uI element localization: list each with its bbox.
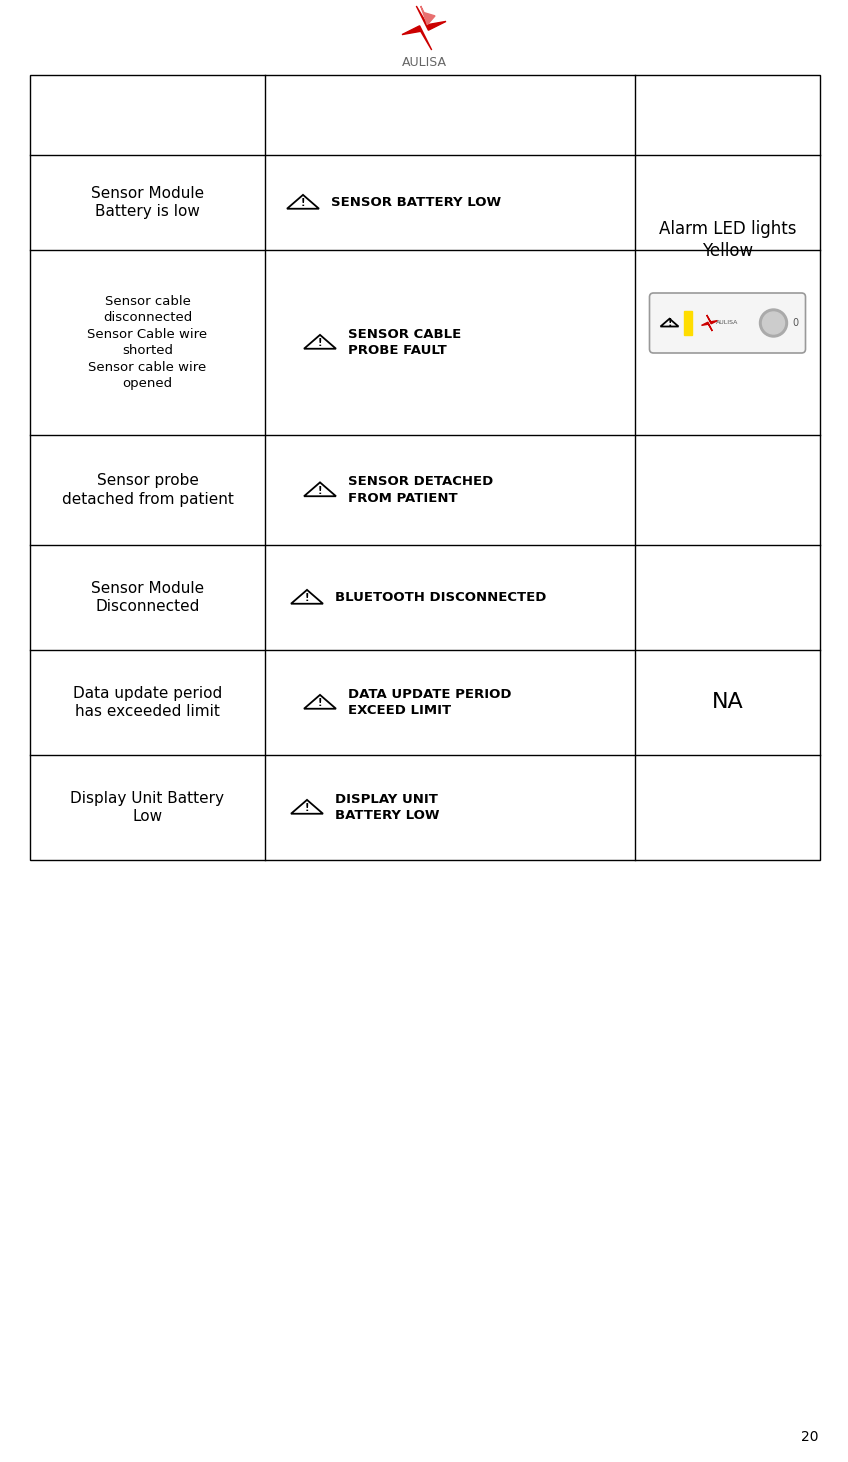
Polygon shape [421, 6, 435, 25]
Text: Data update period
has exceeded limit: Data update period has exceeded limit [73, 686, 222, 719]
Text: !: ! [304, 594, 310, 604]
FancyBboxPatch shape [650, 292, 806, 352]
Text: !: ! [304, 803, 310, 813]
Text: NA: NA [711, 693, 744, 712]
Text: Sensor Module
Disconnected: Sensor Module Disconnected [91, 580, 204, 614]
Text: AULISA: AULISA [401, 56, 447, 69]
Text: 0: 0 [792, 319, 799, 327]
Text: SENSOR CABLE
PROBE FAULT: SENSOR CABLE PROBE FAULT [348, 327, 461, 357]
Text: Alarm LED lights
Yellow: Alarm LED lights Yellow [659, 219, 796, 260]
Text: AULISA: AULISA [717, 320, 739, 326]
Text: !: ! [318, 338, 322, 348]
Polygon shape [416, 6, 446, 31]
Bar [683, 311, 691, 335]
Text: !: ! [667, 319, 672, 329]
Text: !: ! [318, 485, 322, 496]
Circle shape [762, 311, 784, 333]
Text: 20: 20 [801, 1430, 818, 1444]
Text: Sensor Module
Battery is low: Sensor Module Battery is low [91, 186, 204, 219]
Text: DATA UPDATE PERIOD
EXCEED LIMIT: DATA UPDATE PERIOD EXCEED LIMIT [348, 687, 511, 718]
Circle shape [760, 308, 788, 338]
Polygon shape [701, 322, 712, 330]
Polygon shape [706, 314, 717, 323]
Text: !: ! [301, 199, 305, 208]
Text: DISPLAY UNIT
BATTERY LOW: DISPLAY UNIT BATTERY LOW [335, 792, 439, 822]
Text: Display Unit Battery
Low: Display Unit Battery Low [70, 791, 225, 825]
Text: BLUETOOTH DISCONNECTED: BLUETOOTH DISCONNECTED [335, 591, 546, 604]
Text: Sensor probe
detached from patient: Sensor probe detached from patient [62, 474, 233, 507]
Text: !: ! [318, 699, 322, 708]
Text: Sensor cable
disconnected
Sensor Cable wire
shorted
Sensor cable wire
opened: Sensor cable disconnected Sensor Cable w… [87, 295, 208, 390]
Polygon shape [402, 26, 432, 50]
Text: SENSOR DETACHED
FROM PATIENT: SENSOR DETACHED FROM PATIENT [348, 475, 494, 504]
Text: SENSOR BATTERY LOW: SENSOR BATTERY LOW [331, 196, 501, 209]
Bar [30, 75, 820, 860]
